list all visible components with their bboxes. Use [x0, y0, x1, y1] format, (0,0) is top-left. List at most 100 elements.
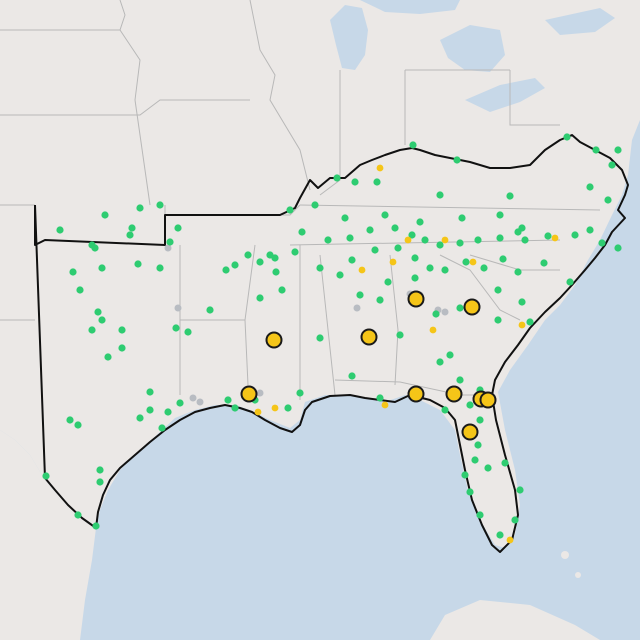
station-marker-yellow[interactable] [404, 236, 412, 244]
station-marker-green[interactable] [42, 472, 50, 480]
station-marker-green[interactable] [518, 224, 526, 232]
stations-layer[interactable] [42, 133, 622, 544]
station-marker-green[interactable] [571, 231, 579, 239]
station-marker-green[interactable] [284, 404, 292, 412]
station-marker-gray[interactable] [196, 398, 204, 406]
station-marker-green[interactable] [376, 394, 384, 402]
station-marker-green[interactable] [506, 192, 514, 200]
station-marker-green[interactable] [446, 351, 454, 359]
station-marker-highlight[interactable] [407, 385, 425, 403]
station-marker-green[interactable] [408, 231, 416, 239]
station-marker-green[interactable] [421, 236, 429, 244]
station-marker-green[interactable] [466, 488, 474, 496]
station-marker-green[interactable] [74, 421, 82, 429]
station-marker-green[interactable] [146, 388, 154, 396]
station-marker-green[interactable] [394, 244, 402, 252]
station-marker-green[interactable] [256, 294, 264, 302]
station-marker-highlight[interactable] [461, 423, 479, 441]
station-marker-green[interactable] [101, 211, 109, 219]
station-marker-green[interactable] [324, 236, 332, 244]
station-marker-green[interactable] [416, 218, 424, 226]
station-marker-green[interactable] [384, 278, 392, 286]
station-marker-yellow[interactable] [254, 408, 262, 416]
station-marker-green[interactable] [480, 264, 488, 272]
station-marker-green[interactable] [511, 516, 519, 524]
station-marker-yellow[interactable] [389, 258, 397, 266]
station-marker-green[interactable] [272, 268, 280, 276]
station-marker-yellow[interactable] [271, 404, 279, 412]
station-marker-green[interactable] [409, 141, 417, 149]
station-marker-green[interactable] [104, 353, 112, 361]
station-marker-yellow[interactable] [376, 164, 384, 172]
station-marker-green[interactable] [336, 271, 344, 279]
station-marker-green[interactable] [134, 260, 142, 268]
station-marker-gray[interactable] [256, 389, 264, 397]
station-marker-green[interactable] [256, 258, 264, 266]
station-marker-green[interactable] [266, 251, 274, 259]
station-marker-yellow[interactable] [381, 401, 389, 409]
station-marker-green[interactable] [471, 456, 479, 464]
station-marker-green[interactable] [453, 156, 461, 164]
station-marker-yellow[interactable] [551, 234, 559, 242]
station-marker-green[interactable] [96, 466, 104, 474]
station-marker-green[interactable] [128, 224, 136, 232]
station-marker-green[interactable] [118, 344, 126, 352]
station-marker-green[interactable] [184, 328, 192, 336]
station-marker-green[interactable] [348, 256, 356, 264]
station-marker-green[interactable] [88, 326, 96, 334]
station-marker-green[interactable] [156, 201, 164, 209]
station-marker-green[interactable] [501, 459, 509, 467]
station-marker-yellow[interactable] [358, 266, 366, 274]
station-marker-green[interactable] [476, 511, 484, 519]
station-marker-highlight[interactable] [479, 391, 497, 409]
station-marker-green[interactable] [146, 406, 154, 414]
station-marker-green[interactable] [296, 389, 304, 397]
station-marker-highlight[interactable] [407, 290, 425, 308]
station-marker-green[interactable] [351, 178, 359, 186]
station-marker-green[interactable] [474, 441, 482, 449]
station-marker-green[interactable] [396, 331, 404, 339]
station-marker-green[interactable] [521, 236, 529, 244]
station-marker-green[interactable] [426, 264, 434, 272]
station-marker-highlight[interactable] [265, 331, 283, 349]
station-marker-green[interactable] [222, 266, 230, 274]
station-marker-green[interactable] [98, 264, 106, 272]
station-marker-highlight[interactable] [360, 328, 378, 346]
station-marker-green[interactable] [371, 246, 379, 254]
station-marker-green[interactable] [156, 264, 164, 272]
station-marker-green[interactable] [586, 226, 594, 234]
station-marker-green[interactable] [96, 478, 104, 486]
station-marker-yellow[interactable] [469, 258, 477, 266]
station-marker-green[interactable] [126, 231, 134, 239]
station-marker-green[interactable] [333, 174, 341, 182]
station-marker-green[interactable] [98, 316, 106, 324]
station-marker-green[interactable] [436, 241, 444, 249]
station-marker-green[interactable] [348, 372, 356, 380]
station-marker-green[interactable] [598, 239, 606, 247]
station-marker-green[interactable] [518, 298, 526, 306]
station-marker-green[interactable] [56, 226, 64, 234]
station-marker-green[interactable] [614, 146, 622, 154]
station-marker-green[interactable] [436, 358, 444, 366]
station-marker-green[interactable] [76, 286, 84, 294]
station-marker-green[interactable] [206, 306, 214, 314]
station-marker-green[interactable] [494, 316, 502, 324]
station-marker-gray[interactable] [441, 308, 449, 316]
station-marker-green[interactable] [544, 232, 552, 240]
station-marker-green[interactable] [172, 324, 180, 332]
station-marker-green[interactable] [316, 334, 324, 342]
station-marker-green[interactable] [286, 206, 294, 214]
station-marker-green[interactable] [66, 416, 74, 424]
station-marker-green[interactable] [496, 211, 504, 219]
station-marker-gray[interactable] [174, 304, 182, 312]
station-marker-yellow[interactable] [506, 536, 514, 544]
station-marker-green[interactable] [278, 286, 286, 294]
station-marker-green[interactable] [231, 404, 239, 412]
station-marker-green[interactable] [231, 261, 239, 269]
station-marker-green[interactable] [456, 304, 464, 312]
station-marker-green[interactable] [466, 401, 474, 409]
station-marker-yellow[interactable] [441, 236, 449, 244]
station-marker-yellow[interactable] [518, 321, 526, 329]
station-marker-green[interactable] [174, 224, 182, 232]
station-marker-green[interactable] [341, 214, 349, 222]
